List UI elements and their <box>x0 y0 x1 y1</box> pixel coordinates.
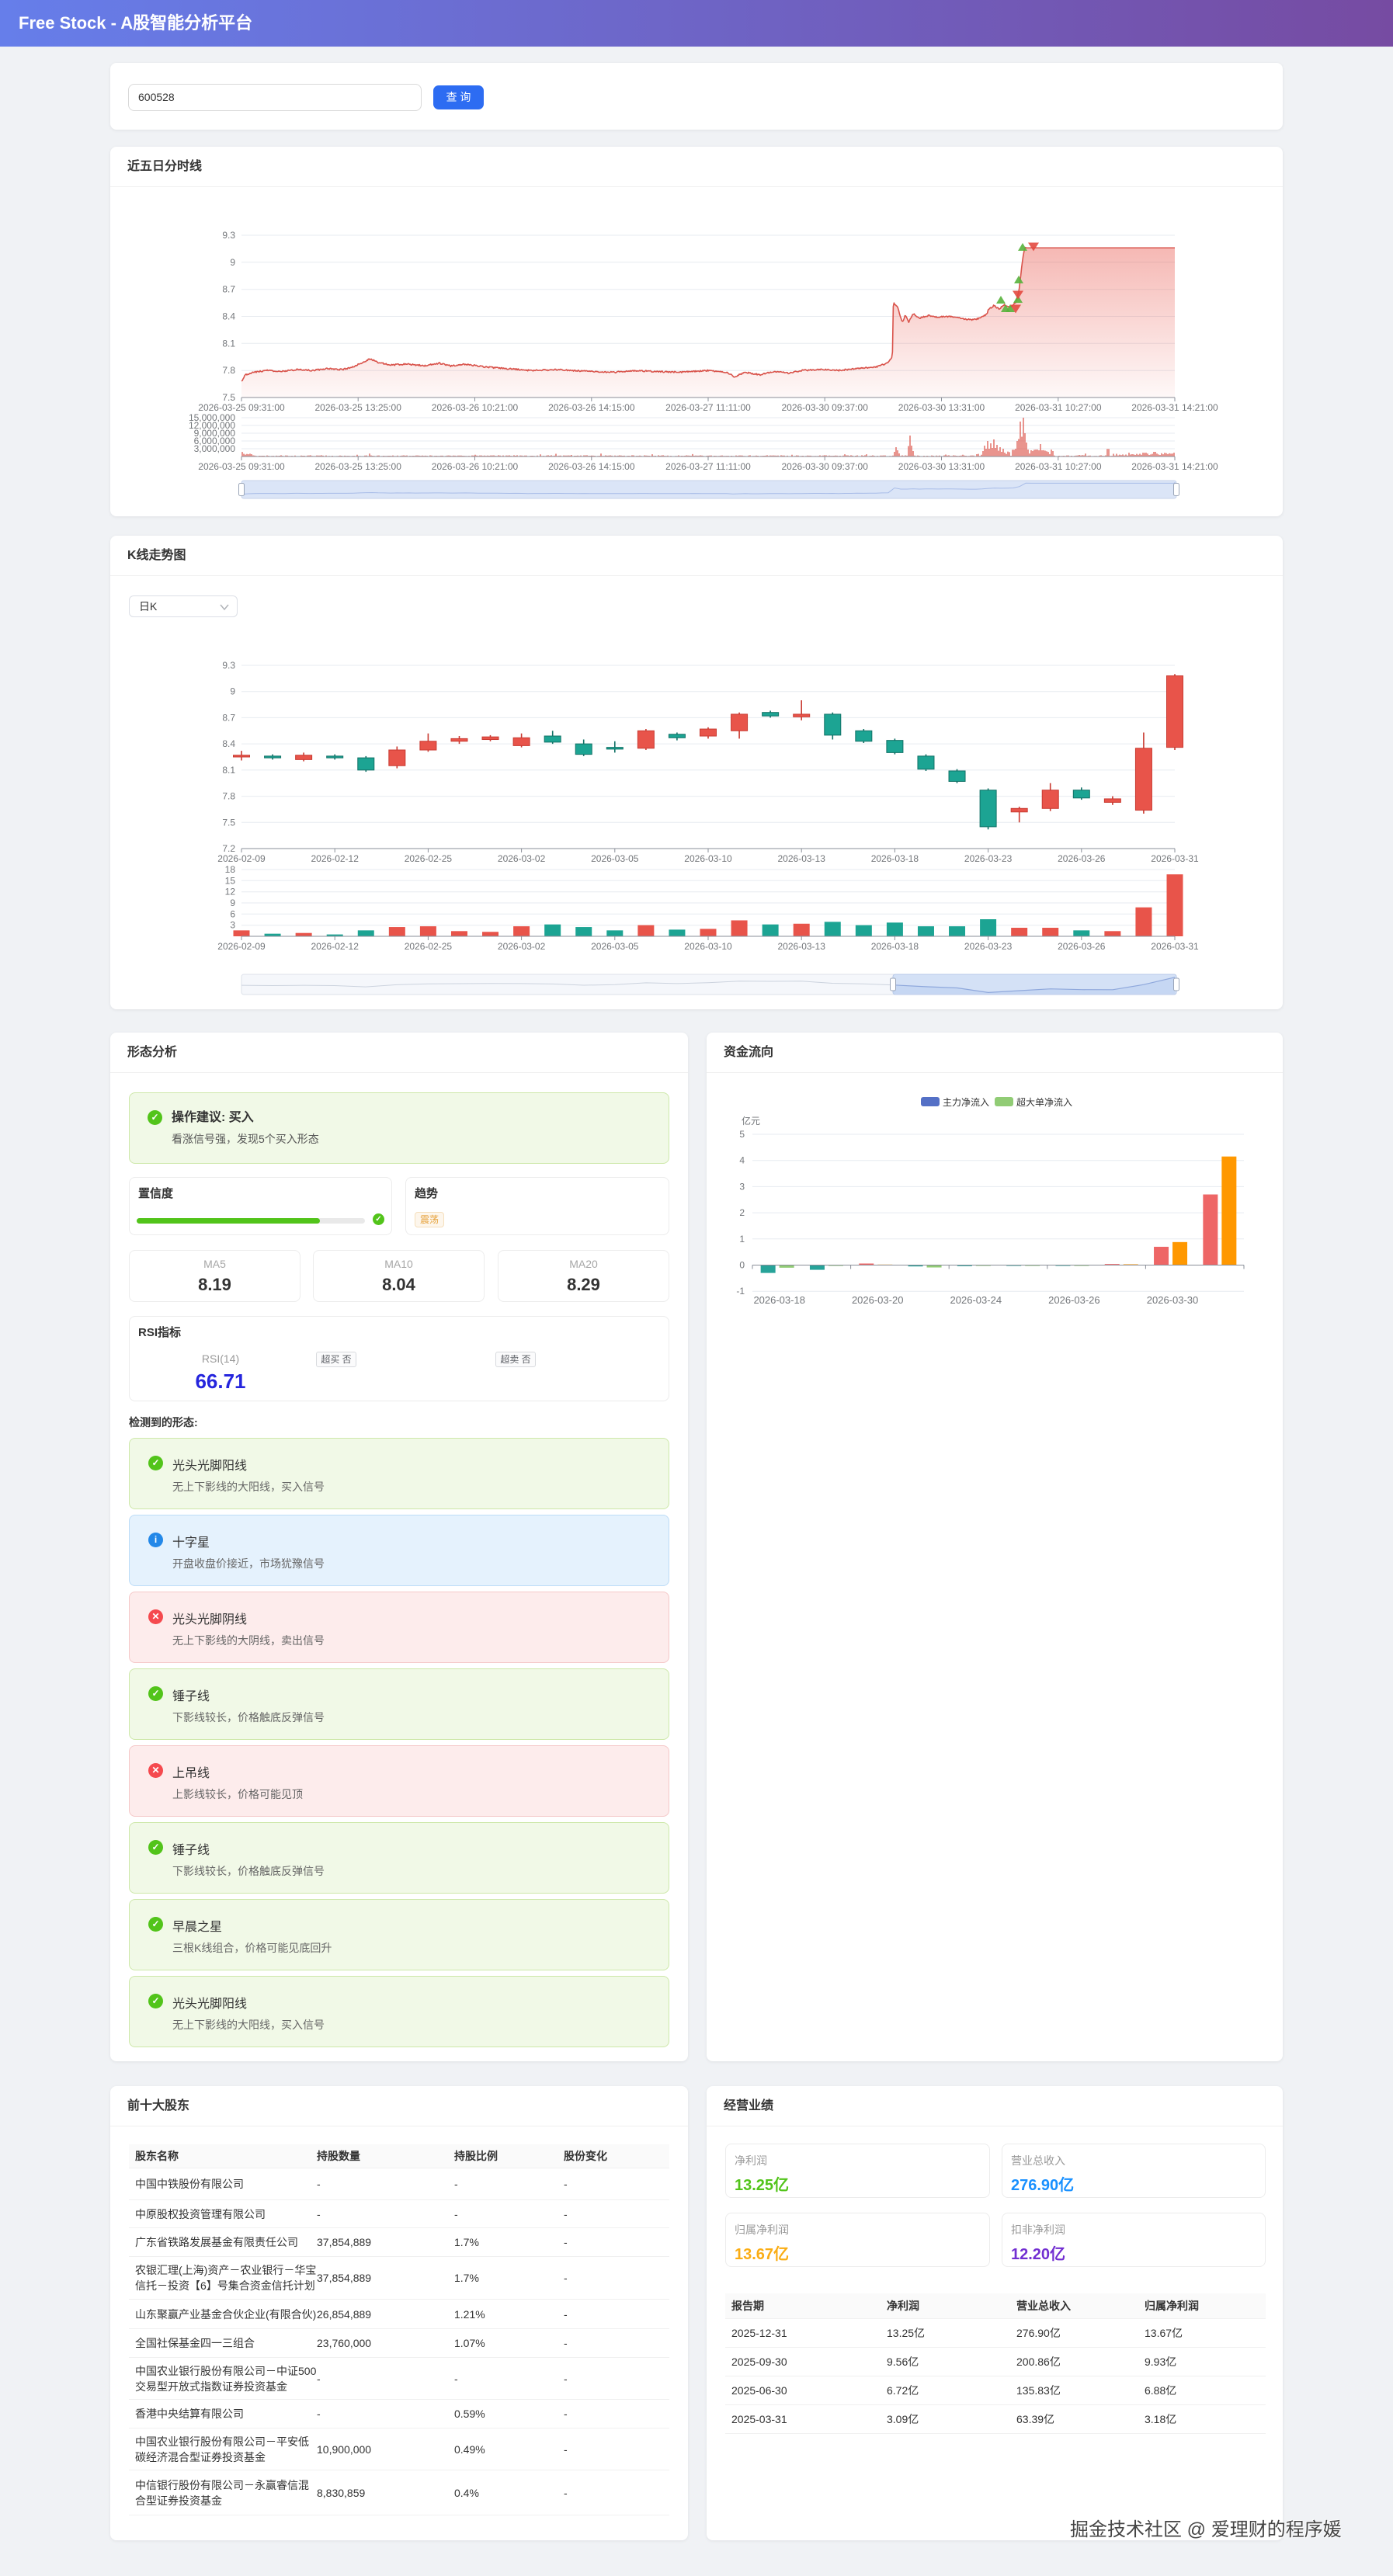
svg-text:2026-03-24: 2026-03-24 <box>950 1294 1002 1306</box>
svg-text:18: 18 <box>225 864 236 875</box>
svg-text:2026-03-23: 2026-03-23 <box>964 941 1013 952</box>
svg-text:2026-03-18: 2026-03-18 <box>871 853 919 864</box>
svg-text:1: 1 <box>739 1234 745 1245</box>
svg-text:2026-03-26: 2026-03-26 <box>1058 853 1106 864</box>
svg-text:2026-03-05: 2026-03-05 <box>591 941 639 952</box>
svg-text:2026-03-26 10:21:00: 2026-03-26 10:21:00 <box>432 402 519 413</box>
svg-text:-1: -1 <box>736 1286 745 1297</box>
svg-text:2026-03-25 09:31:00: 2026-03-25 09:31:00 <box>198 402 285 413</box>
svg-text:2026-03-27 11:11:00: 2026-03-27 11:11:00 <box>665 461 751 472</box>
svg-text:12,000,000: 12,000,000 <box>189 420 235 431</box>
svg-text:2026-03-26: 2026-03-26 <box>1058 941 1106 952</box>
svg-text:6: 6 <box>230 908 235 919</box>
svg-text:2026-03-31: 2026-03-31 <box>1151 853 1199 864</box>
svg-text:2026-03-31: 2026-03-31 <box>1151 941 1199 952</box>
svg-text:8.1: 8.1 <box>222 765 235 776</box>
svg-text:2026-03-27 11:11:00: 2026-03-27 11:11:00 <box>665 402 751 413</box>
svg-text:2026-03-30 09:37:00: 2026-03-30 09:37:00 <box>781 461 868 472</box>
svg-text:8.7: 8.7 <box>222 284 235 295</box>
svg-text:2026-03-26 10:21:00: 2026-03-26 10:21:00 <box>432 461 519 472</box>
svg-text:2026-02-12: 2026-02-12 <box>311 853 360 864</box>
svg-text:7.5: 7.5 <box>222 392 235 403</box>
svg-text:2026-02-25: 2026-02-25 <box>405 941 453 952</box>
svg-text:2026-03-30 13:31:00: 2026-03-30 13:31:00 <box>898 402 985 413</box>
svg-text:9.3: 9.3 <box>222 660 235 671</box>
svg-text:2026-03-13: 2026-03-13 <box>778 941 826 952</box>
svg-text:15,000,000: 15,000,000 <box>189 412 235 423</box>
svg-text:2026-03-10: 2026-03-10 <box>684 853 732 864</box>
svg-text:2026-02-25: 2026-02-25 <box>405 853 453 864</box>
svg-text:2026-03-26 14:15:00: 2026-03-26 14:15:00 <box>548 461 635 472</box>
svg-text:2026-02-09: 2026-02-09 <box>217 941 266 952</box>
svg-text:15: 15 <box>225 875 236 886</box>
svg-text:3,000,000: 3,000,000 <box>194 443 236 454</box>
svg-text:2026-03-31 14:21:00: 2026-03-31 14:21:00 <box>1131 461 1218 472</box>
svg-text:亿元: 亿元 <box>742 1115 760 1127</box>
svg-text:9.3: 9.3 <box>222 230 235 241</box>
svg-text:2026-03-25 09:31:00: 2026-03-25 09:31:00 <box>198 461 285 472</box>
svg-text:2026-03-31 10:27:00: 2026-03-31 10:27:00 <box>1015 402 1102 413</box>
svg-text:超大单净流入: 超大单净流入 <box>1016 1096 1072 1108</box>
svg-text:2026-03-05: 2026-03-05 <box>591 853 639 864</box>
svg-text:4: 4 <box>739 1155 745 1166</box>
svg-text:7.8: 7.8 <box>222 365 235 376</box>
svg-text:7.2: 7.2 <box>222 843 235 854</box>
svg-text:2026-03-25 13:25:00: 2026-03-25 13:25:00 <box>314 461 401 472</box>
svg-text:9,000,000: 9,000,000 <box>194 428 236 439</box>
svg-text:主力净流入: 主力净流入 <box>943 1097 989 1108</box>
svg-text:2026-03-13: 2026-03-13 <box>778 853 826 864</box>
svg-text:12: 12 <box>225 887 236 897</box>
svg-text:2026-03-02: 2026-03-02 <box>498 941 546 952</box>
svg-text:2026-03-30 13:31:00: 2026-03-30 13:31:00 <box>898 461 985 472</box>
svg-text:2026-03-02: 2026-03-02 <box>498 853 546 864</box>
svg-text:7.5: 7.5 <box>222 817 235 828</box>
svg-text:2026-03-30: 2026-03-30 <box>1147 1294 1199 1306</box>
svg-text:2026-03-31 10:27:00: 2026-03-31 10:27:00 <box>1015 461 1102 472</box>
svg-text:8.4: 8.4 <box>222 311 235 322</box>
svg-text:5: 5 <box>739 1129 745 1140</box>
svg-text:8.1: 8.1 <box>222 338 235 349</box>
svg-text:6,000,000: 6,000,000 <box>194 436 236 446</box>
svg-text:2: 2 <box>739 1207 745 1218</box>
svg-text:2026-02-12: 2026-02-12 <box>311 941 360 952</box>
svg-text:2026-03-18: 2026-03-18 <box>871 941 919 952</box>
svg-text:2026-03-20: 2026-03-20 <box>852 1294 904 1306</box>
svg-text:3: 3 <box>230 920 235 931</box>
svg-text:2026-03-25 13:25:00: 2026-03-25 13:25:00 <box>314 402 401 413</box>
svg-text:9: 9 <box>230 257 235 268</box>
svg-text:2026-03-31 14:21:00: 2026-03-31 14:21:00 <box>1131 402 1218 413</box>
svg-text:2026-03-23: 2026-03-23 <box>964 853 1013 864</box>
svg-text:8.4: 8.4 <box>222 738 235 749</box>
svg-text:9: 9 <box>230 897 235 908</box>
svg-text:3: 3 <box>739 1181 745 1192</box>
svg-text:2026-03-26: 2026-03-26 <box>1048 1294 1100 1306</box>
svg-text:2026-03-26 14:15:00: 2026-03-26 14:15:00 <box>548 402 635 413</box>
svg-text:7.8: 7.8 <box>222 791 235 802</box>
svg-text:2026-03-30 09:37:00: 2026-03-30 09:37:00 <box>781 402 868 413</box>
svg-text:2026-03-18: 2026-03-18 <box>753 1294 804 1306</box>
svg-text:0: 0 <box>739 1260 745 1271</box>
svg-text:2026-03-10: 2026-03-10 <box>684 941 732 952</box>
svg-text:9: 9 <box>230 686 235 697</box>
svg-text:8.7: 8.7 <box>222 712 235 723</box>
svg-text:2026-02-09: 2026-02-09 <box>217 853 266 864</box>
